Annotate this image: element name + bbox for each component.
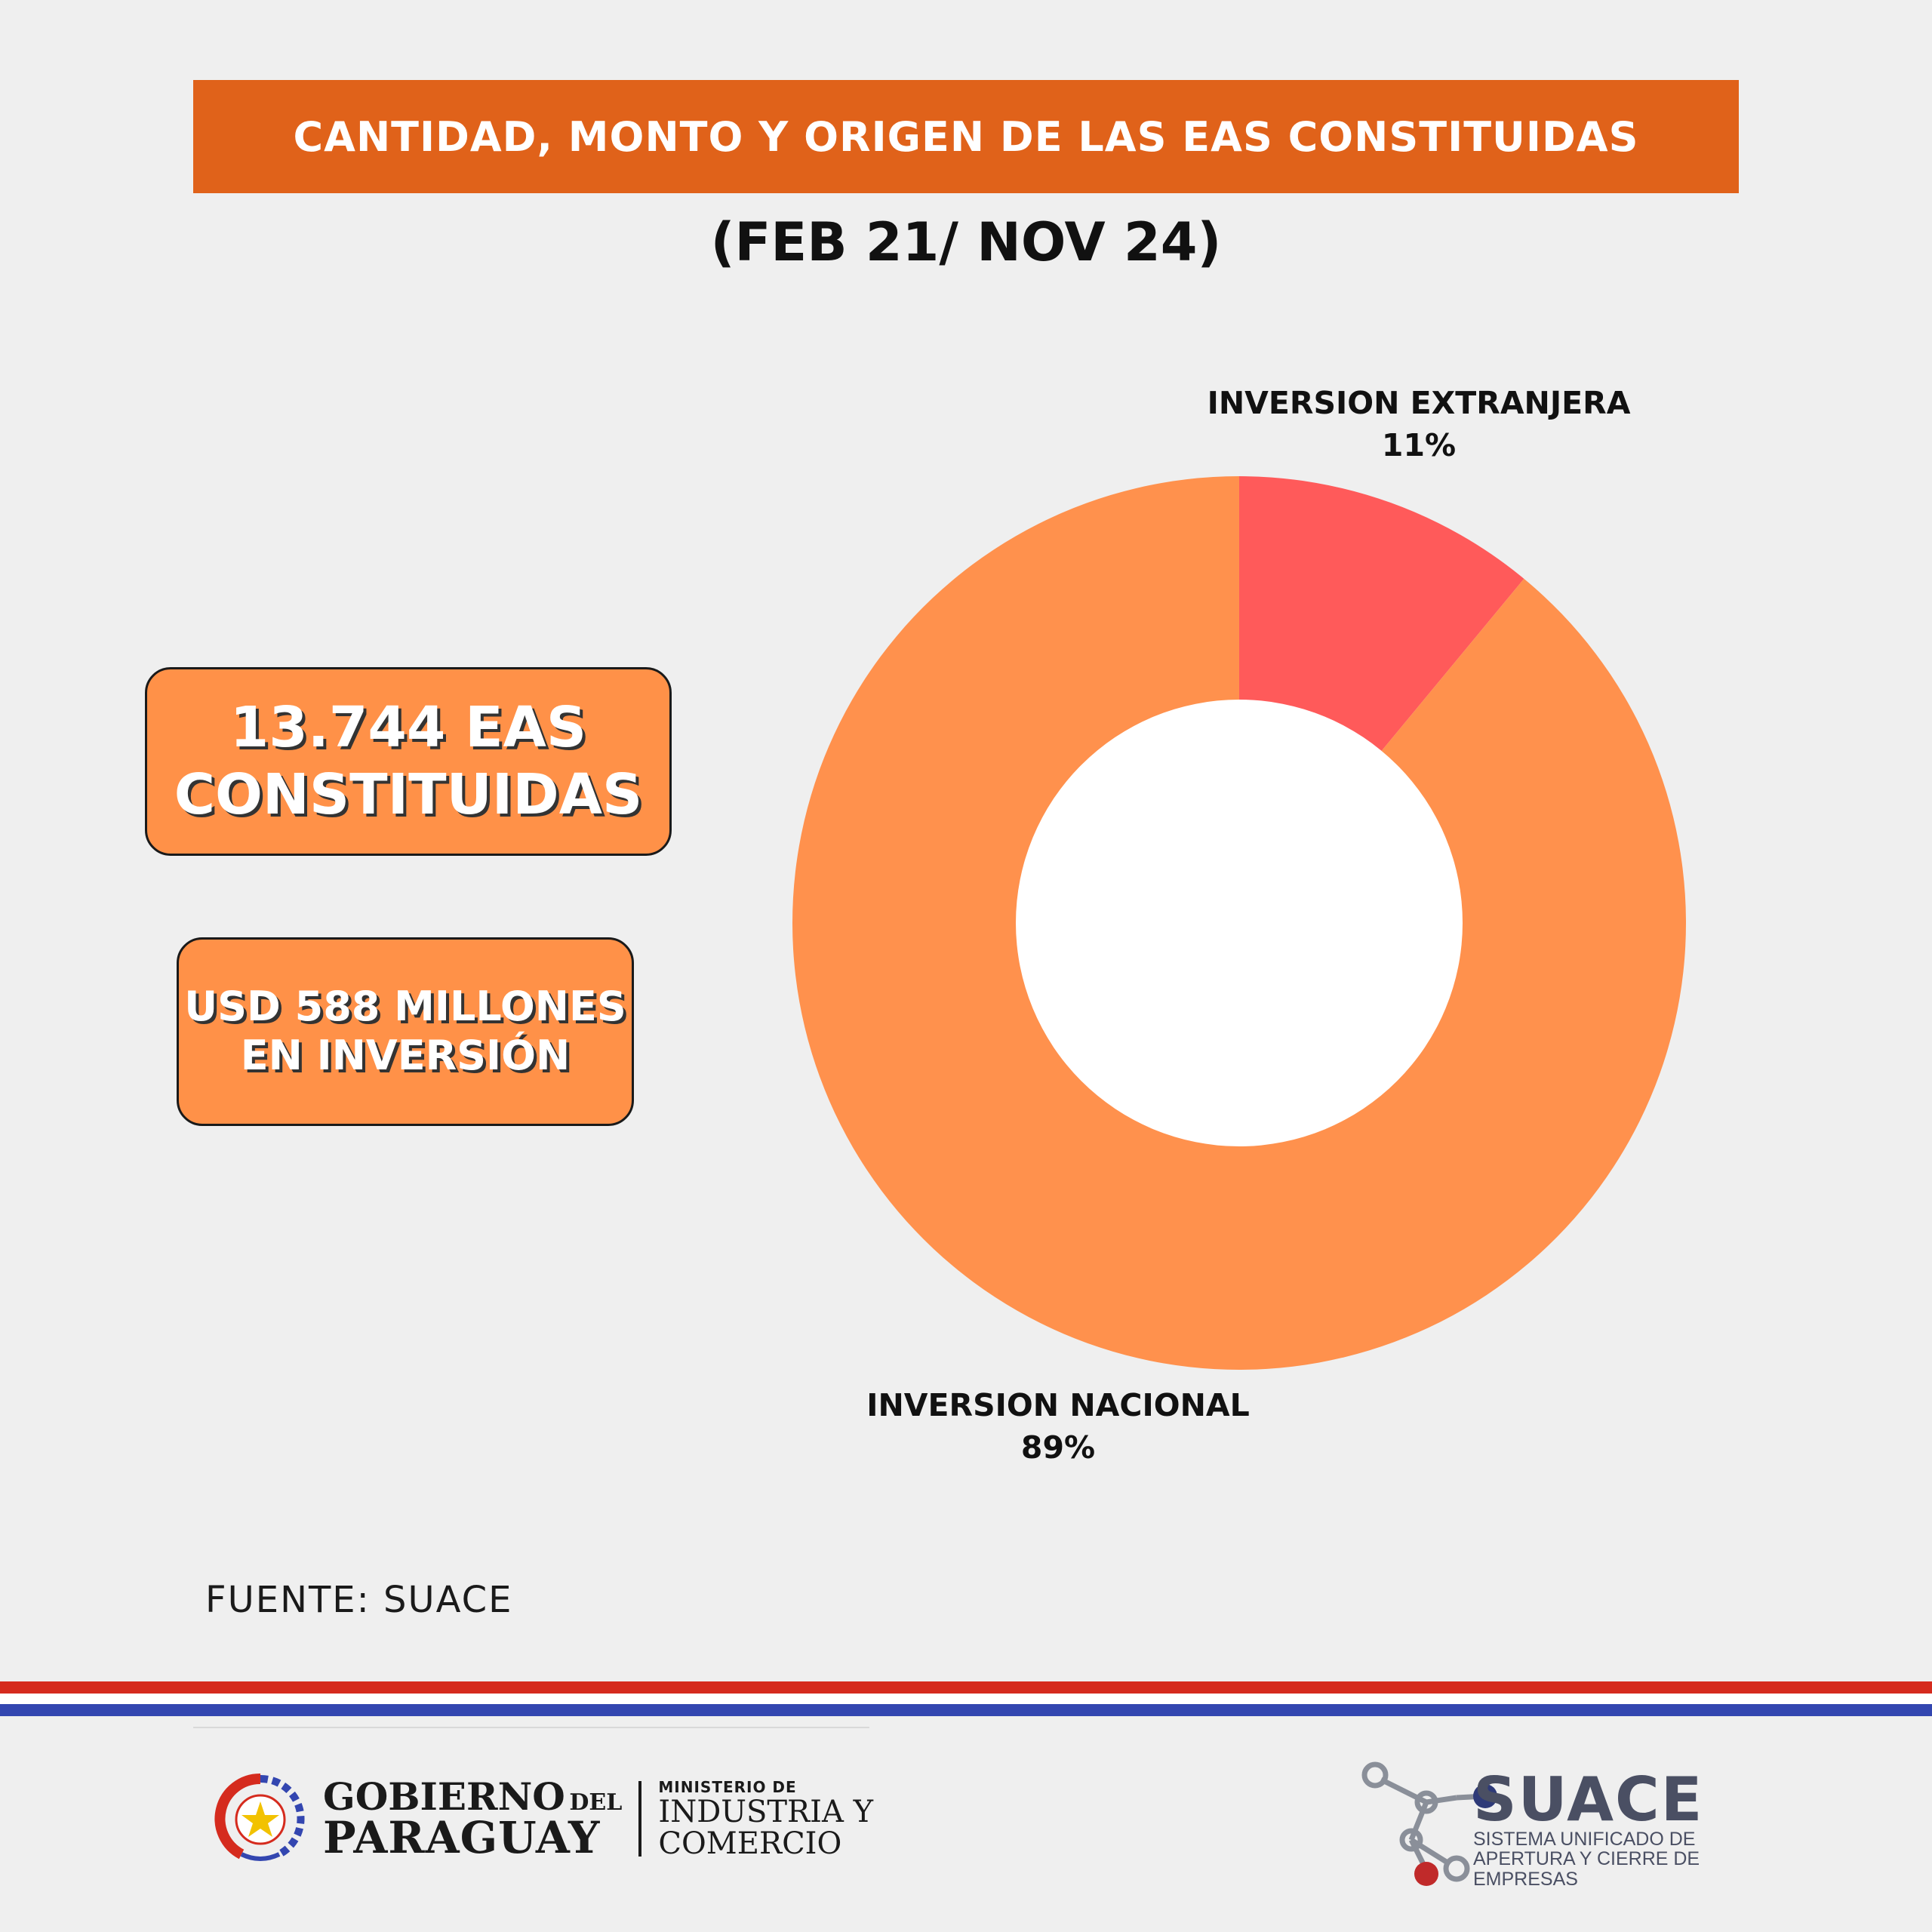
stat-investment-text: USD 588 MILLONES EN INVERSIÓN: [184, 983, 626, 1081]
ministry-line1: MINISTERIO DE: [658, 1778, 797, 1796]
logo-divider: [638, 1781, 642, 1857]
gov-name-line1: GOBIERNO DEL: [323, 1774, 623, 1819]
percent-inversion-nacional: 89%: [1021, 1429, 1095, 1466]
suace-wordmark: SUACE: [1473, 1764, 1704, 1835]
ministry-line3: COMERCIO: [658, 1826, 842, 1861]
title-banner: CANTIDAD, MONTO Y ORIGEN DE LAS EAS CONS…: [193, 80, 1739, 193]
stat-investment-line1: USD 588 MILLONES: [184, 983, 626, 1031]
suace-tagline-line1: SISTEMA UNIFICADO DE: [1473, 1829, 1696, 1850]
ministry-line2: INDUSTRIA Y: [658, 1795, 873, 1829]
suace-tagline-line3: EMPRESAS: [1473, 1868, 1578, 1890]
suace-network-icon: [1361, 1761, 1497, 1886]
stat-eas-count-text: 13.744 EAS CONSTITUIDAS: [174, 694, 643, 829]
footer-divider: [193, 1727, 869, 1728]
page-subtitle: (FEB 21/ NOV 24): [710, 211, 1222, 273]
source-note: FUENTE: SUACE: [205, 1579, 513, 1621]
flag-stripe-blue: [0, 1704, 1932, 1716]
flag-stripe-white: [0, 1694, 1932, 1704]
label-inversion-nacional: INVERSION NACIONAL: [866, 1387, 1250, 1423]
flag-stripe-red: [0, 1681, 1932, 1694]
percent-inversion-extranjera: 11%: [1382, 427, 1456, 463]
label-inversion-extranjera: INVERSION EXTRANJERA: [1208, 385, 1631, 421]
gobierno-logo: GOBIERNO DEL PARAGUAY MINISTERIO DE INDU…: [211, 1766, 873, 1872]
gov-name-line2: PARAGUAY: [323, 1812, 601, 1863]
stat-investment-box: USD 588 MILLONES EN INVERSIÓN: [177, 937, 634, 1126]
suace-tagline-line2: APERTURA Y CIERRE DE: [1473, 1848, 1700, 1870]
donut-chart: INVERSION EXTRANJERA 11% INVERSION NACIO…: [792, 385, 1686, 1466]
donut-hole: [1016, 700, 1463, 1146]
suace-tagline: SISTEMA UNIFICADO DE APERTURA Y CIERRE D…: [1473, 1829, 1700, 1889]
stat-eas-count-line1: 13.744 EAS: [229, 695, 587, 761]
national-seal-icon: [214, 1773, 305, 1861]
stat-investment-line2: EN INVERSIÓN: [240, 1032, 571, 1079]
page-title: CANTIDAD, MONTO Y ORIGEN DE LAS EAS CONS…: [293, 112, 1639, 161]
stat-eas-count-line2: CONSTITUIDAS: [174, 762, 643, 827]
stat-eas-count-box: 13.744 EAS CONSTITUIDAS: [145, 667, 672, 856]
